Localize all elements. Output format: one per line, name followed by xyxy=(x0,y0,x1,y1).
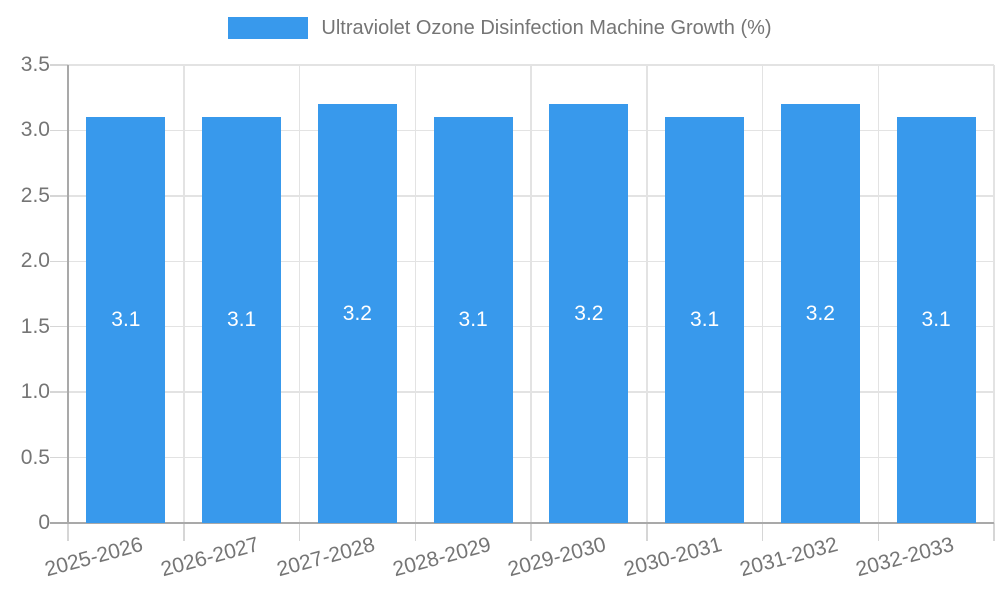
bar-value-label: 3.1 xyxy=(921,308,951,332)
v-gridline xyxy=(414,65,416,523)
bar[interactable]: 3.1 xyxy=(202,117,282,523)
x-tick-label: 2029-2030 xyxy=(505,533,609,582)
bar-value-label: 3.2 xyxy=(342,301,372,325)
x-tick-label: 2032-2033 xyxy=(853,533,957,582)
bar[interactable]: 3.1 xyxy=(433,117,513,523)
legend-item[interactable]: Ultraviolet Ozone Disinfection Machine G… xyxy=(228,14,772,42)
x-tick-label: 2028-2029 xyxy=(390,533,494,582)
x-axis-tick xyxy=(761,523,764,541)
x-tick-label: 2030-2031 xyxy=(621,533,725,582)
legend-label: Ultraviolet Ozone Disinfection Machine G… xyxy=(321,17,772,39)
x-axis-tick xyxy=(67,523,69,541)
legend-swatch-icon xyxy=(228,17,309,39)
x-tick-label: 2031-2032 xyxy=(737,533,841,582)
legend: Ultraviolet Ozone Disinfection Machine G… xyxy=(0,14,1000,42)
y-tick-label: 0 xyxy=(38,511,50,534)
bar-value-label: 3.2 xyxy=(805,301,835,325)
y-axis-line xyxy=(67,65,69,523)
y-tick-label: 2.0 xyxy=(20,249,50,273)
y-axis-tick xyxy=(50,260,68,263)
x-axis-tick xyxy=(993,523,995,541)
y-tick-label: 2.5 xyxy=(20,183,50,207)
y-axis-tick xyxy=(50,195,68,197)
x-tick-label: 2027-2028 xyxy=(274,533,378,582)
bar[interactable]: 3.2 xyxy=(780,104,860,523)
x-axis-tick xyxy=(414,523,416,541)
y-axis-tick xyxy=(50,456,68,459)
y-axis-tick xyxy=(50,391,68,393)
bar[interactable]: 3.1 xyxy=(86,117,166,523)
bar[interactable]: 3.2 xyxy=(317,104,397,523)
x-axis-tick xyxy=(298,523,301,541)
bar-value-label: 3.1 xyxy=(690,308,720,332)
bar[interactable]: 3.1 xyxy=(896,117,976,523)
y-axis-tick xyxy=(50,129,68,132)
y-tick-label: 0.5 xyxy=(20,445,50,469)
v-gridline xyxy=(993,65,995,523)
v-gridline xyxy=(298,65,301,523)
x-axis-line xyxy=(50,522,994,524)
bar[interactable]: 3.2 xyxy=(549,104,629,523)
x-axis-tick xyxy=(646,523,648,541)
v-gridline xyxy=(530,65,532,523)
x-axis-tick xyxy=(183,523,185,541)
y-tick-label: 3.5 xyxy=(20,53,50,76)
y-axis-tick xyxy=(50,64,68,66)
x-tick-label: 2025-2026 xyxy=(42,533,146,582)
bar[interactable]: 3.1 xyxy=(665,117,745,523)
bar-value-label: 3.2 xyxy=(574,301,604,325)
bar-value-label: 3.1 xyxy=(111,308,141,332)
v-gridline xyxy=(877,65,879,523)
v-gridline xyxy=(646,65,648,523)
x-tick-label: 2026-2027 xyxy=(158,533,262,582)
bar-value-label: 3.1 xyxy=(458,308,488,332)
bar-value-label: 3.1 xyxy=(227,308,257,332)
x-axis-tick xyxy=(877,523,879,541)
y-tick-label: 1.5 xyxy=(20,314,50,338)
v-gridline xyxy=(183,65,185,523)
x-axis-tick xyxy=(530,523,532,541)
y-tick-label: 1.0 xyxy=(20,380,50,404)
y-tick-label: 3.0 xyxy=(20,118,50,142)
v-gridline xyxy=(761,65,764,523)
y-axis-tick xyxy=(50,325,68,328)
